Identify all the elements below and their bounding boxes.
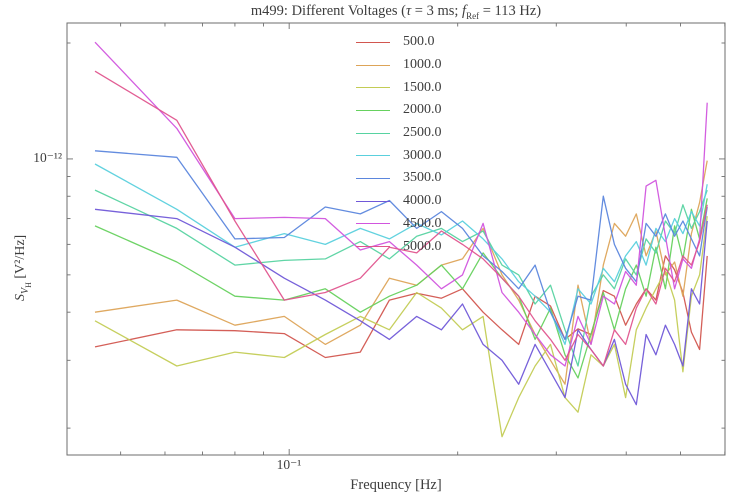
legend-entry-4000.0: 4000.0 — [356, 190, 442, 213]
legend: 500.0 1000.0 1500.0 2000.0 2500.0 3000.0 3500.… — [356, 31, 442, 258]
y-axis-label: SVH [V²/Hz] — [13, 188, 33, 348]
legend-line-swatch — [356, 64, 390, 66]
legend-label: 500.0 — [403, 34, 435, 50]
ylabel-units: [V²/Hz] — [13, 234, 29, 283]
legend-label: 4500.0 — [403, 215, 442, 231]
ylabel-subscript-h: H — [23, 282, 33, 288]
legend-label: 2000.0 — [403, 102, 442, 118]
legend-line-swatch — [356, 155, 390, 157]
legend-line-swatch — [356, 132, 390, 134]
title-text: m499: Different Voltages ( — [250, 3, 406, 19]
x-tick-label-0.1: 10⁻¹ — [276, 457, 302, 472]
x-axis-label: Frequency [Hz] — [350, 477, 442, 493]
title-tau-symbol: τ — [405, 3, 412, 19]
series-line-3500.0 — [94, 150, 708, 341]
legend-label: 5000.0 — [403, 238, 442, 254]
title-text-post: = 113 Hz) — [479, 3, 542, 19]
axes-frame — [66, 22, 726, 456]
legend-label: 1500.0 — [403, 79, 442, 95]
title-fref-subscript: Ref — [466, 10, 480, 21]
legend-entry-3000.0: 3000.0 — [356, 144, 442, 167]
series-line-2000.0 — [94, 198, 708, 379]
legend-entry-1000.0: 1000.0 — [356, 54, 442, 77]
series-line-4500.0 — [94, 41, 708, 367]
legend-entry-2500.0: 2500.0 — [356, 122, 442, 145]
legend-line-swatch — [356, 177, 390, 179]
title-fref-symbol: f — [462, 3, 467, 19]
legend-entry-5000.0: 5000.0 — [356, 235, 442, 258]
title-text-mid: = 3 ms; — [411, 3, 463, 19]
legend-label: 3500.0 — [403, 170, 442, 186]
series-line-5000.0 — [94, 70, 708, 367]
legend-entry-500.0: 500.0 — [356, 31, 442, 54]
legend-entry-4500.0: 4500.0 — [356, 213, 442, 236]
legend-label: 1000.0 — [403, 57, 442, 73]
legend-label: 3000.0 — [403, 147, 442, 163]
legend-line-swatch — [356, 41, 390, 43]
legend-line-swatch — [356, 109, 390, 111]
ylabel-subscript-v: V — [19, 287, 31, 295]
legend-label: 4000.0 — [403, 193, 442, 209]
ylabel-symbol: S — [13, 294, 29, 302]
legend-line-swatch — [356, 87, 390, 89]
legend-entry-3500.0: 3500.0 — [356, 167, 442, 190]
legend-entry-1500.0: 1500.0 — [356, 76, 442, 99]
chart-title: m499: Different Voltages (τ = 3 ms; fRef… — [67, 3, 725, 21]
legend-line-swatch — [356, 246, 390, 248]
y-tick-label-1e-12: 10⁻¹² — [33, 150, 62, 165]
legend-line-swatch — [356, 200, 390, 202]
legend-entry-2000.0: 2000.0 — [356, 99, 442, 122]
series-line-4000.0 — [94, 208, 708, 406]
legend-label: 2500.0 — [403, 125, 442, 141]
legend-line-swatch — [356, 223, 390, 225]
series-line-500.0 — [94, 255, 708, 359]
series-line-3000.0 — [94, 163, 708, 346]
